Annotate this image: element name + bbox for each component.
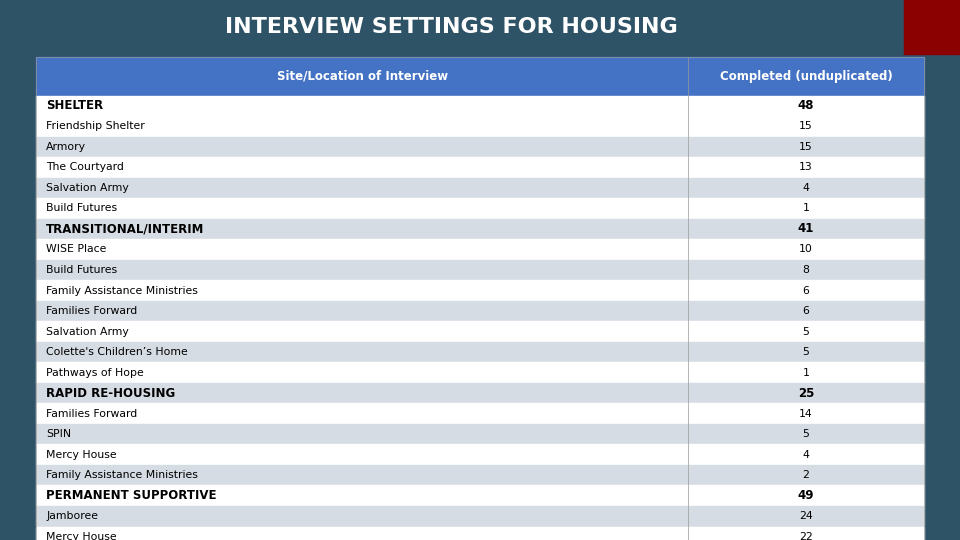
Text: Salvation Army: Salvation Army	[46, 183, 129, 193]
Text: Site/Location of Interview: Site/Location of Interview	[276, 70, 448, 83]
Text: 5: 5	[803, 327, 809, 336]
Bar	[36, 403, 924, 424]
Text: Build Futures: Build Futures	[46, 204, 117, 213]
Text: 49: 49	[798, 489, 814, 502]
Text: 10: 10	[799, 245, 813, 254]
Text: 24: 24	[799, 511, 813, 521]
Bar	[36, 137, 924, 157]
Text: 22: 22	[799, 532, 813, 540]
Bar	[36, 239, 924, 260]
Text: WISE Place: WISE Place	[46, 245, 107, 254]
Text: Armory: Armory	[46, 142, 86, 152]
Text: 41: 41	[798, 222, 814, 235]
Bar	[904, 0, 960, 54]
Text: 2: 2	[803, 470, 809, 480]
Bar	[36, 57, 924, 96]
Text: Family Assistance Ministries: Family Assistance Ministries	[46, 470, 198, 480]
Text: 8: 8	[803, 265, 809, 275]
Text: Completed (unduplicated): Completed (unduplicated)	[720, 70, 893, 83]
Bar	[36, 383, 924, 403]
Text: 1: 1	[803, 204, 809, 213]
Text: 6: 6	[803, 286, 809, 295]
Text: SPIN: SPIN	[46, 429, 71, 439]
Bar	[36, 526, 924, 540]
Bar	[36, 424, 924, 444]
Text: 5: 5	[803, 429, 809, 439]
Bar	[36, 178, 924, 198]
Text: 6: 6	[803, 306, 809, 316]
Text: 15: 15	[799, 142, 813, 152]
Text: Build Futures: Build Futures	[46, 265, 117, 275]
Bar	[36, 116, 924, 137]
Bar	[36, 506, 924, 526]
Text: Pathways of Hope: Pathways of Hope	[46, 368, 144, 377]
Text: The Courtyard: The Courtyard	[46, 163, 124, 172]
Text: Mercy House: Mercy House	[46, 450, 117, 460]
Text: 4: 4	[803, 450, 809, 460]
Text: Salvation Army: Salvation Army	[46, 327, 129, 336]
Bar	[36, 260, 924, 280]
Text: 15: 15	[799, 122, 813, 131]
Text: Jamboree: Jamboree	[46, 511, 98, 521]
Text: 1: 1	[803, 368, 809, 377]
Text: Mercy House: Mercy House	[46, 532, 117, 540]
Text: 14: 14	[799, 409, 813, 419]
Bar	[36, 301, 924, 321]
Bar	[36, 465, 924, 485]
Text: SHELTER: SHELTER	[46, 99, 104, 112]
Bar	[36, 362, 924, 383]
Text: Colette's Children’s Home: Colette's Children’s Home	[46, 347, 188, 357]
Text: 5: 5	[803, 347, 809, 357]
Text: Families Forward: Families Forward	[46, 306, 137, 316]
Bar	[36, 280, 924, 301]
Text: INTERVIEW SETTINGS FOR HOUSING: INTERVIEW SETTINGS FOR HOUSING	[225, 17, 678, 37]
Bar	[36, 96, 924, 116]
Text: TRANSITIONAL/INTERIM: TRANSITIONAL/INTERIM	[46, 222, 204, 235]
Bar	[36, 157, 924, 178]
Text: 4: 4	[803, 183, 809, 193]
Text: Families Forward: Families Forward	[46, 409, 137, 419]
Text: Friendship Shelter: Friendship Shelter	[46, 122, 145, 131]
Text: PERMANENT SUPPORTIVE: PERMANENT SUPPORTIVE	[46, 489, 217, 502]
Text: 13: 13	[799, 163, 813, 172]
Text: RAPID RE-HOUSING: RAPID RE-HOUSING	[46, 387, 176, 400]
Bar	[36, 321, 924, 342]
Text: 48: 48	[798, 99, 814, 112]
Text: Family Assistance Ministries: Family Assistance Ministries	[46, 286, 198, 295]
Text: 25: 25	[798, 387, 814, 400]
Bar	[36, 219, 924, 239]
Bar	[36, 485, 924, 506]
Bar	[36, 444, 924, 465]
Bar	[36, 198, 924, 219]
Bar	[36, 342, 924, 362]
